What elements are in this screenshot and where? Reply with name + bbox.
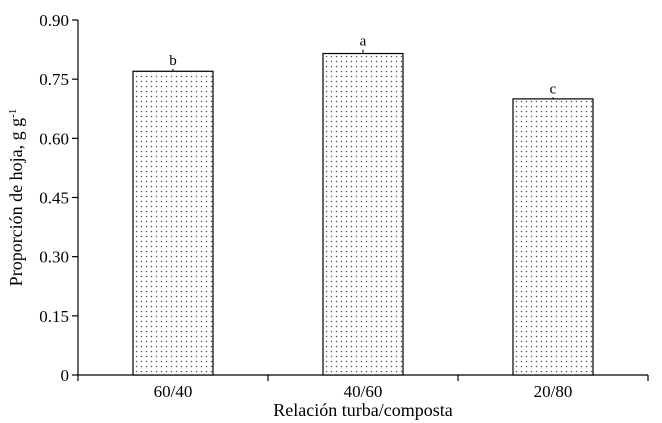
y-axis-title: Proporción de hoja, g g-1 <box>6 109 26 287</box>
y-axis-title-main: Proporción de hoja, g g <box>6 118 26 286</box>
significance-label: a <box>360 34 367 50</box>
x-tick-label: 40/60 <box>344 382 383 401</box>
y-tick-label: 0.75 <box>39 70 69 89</box>
y-tick-label: 0.15 <box>39 307 69 326</box>
y-tick-label: 0 <box>61 366 70 385</box>
bar <box>512 98 594 376</box>
x-axis-title: Relación turba/composta <box>273 400 452 420</box>
y-axis-title-superscript: -1 <box>7 109 19 118</box>
x-tick-label: 60/40 <box>154 382 193 401</box>
y-tick-label: 0.60 <box>39 129 69 148</box>
y-tick-label: 0.30 <box>39 248 69 267</box>
bar <box>322 52 404 376</box>
bars <box>132 49 594 376</box>
significance-label: c <box>550 81 557 97</box>
labels: 0 0.15 0.30 0.45 0.60 0.75 0.90 b 60/40 a 40/60 c 20… <box>39 11 649 401</box>
x-tick-label: 20/80 <box>534 382 573 401</box>
y-tick-label: 0.45 <box>39 189 69 208</box>
significance-label: b <box>169 53 177 69</box>
y-tick-label: 0.90 <box>39 11 69 30</box>
bar <box>132 70 214 376</box>
